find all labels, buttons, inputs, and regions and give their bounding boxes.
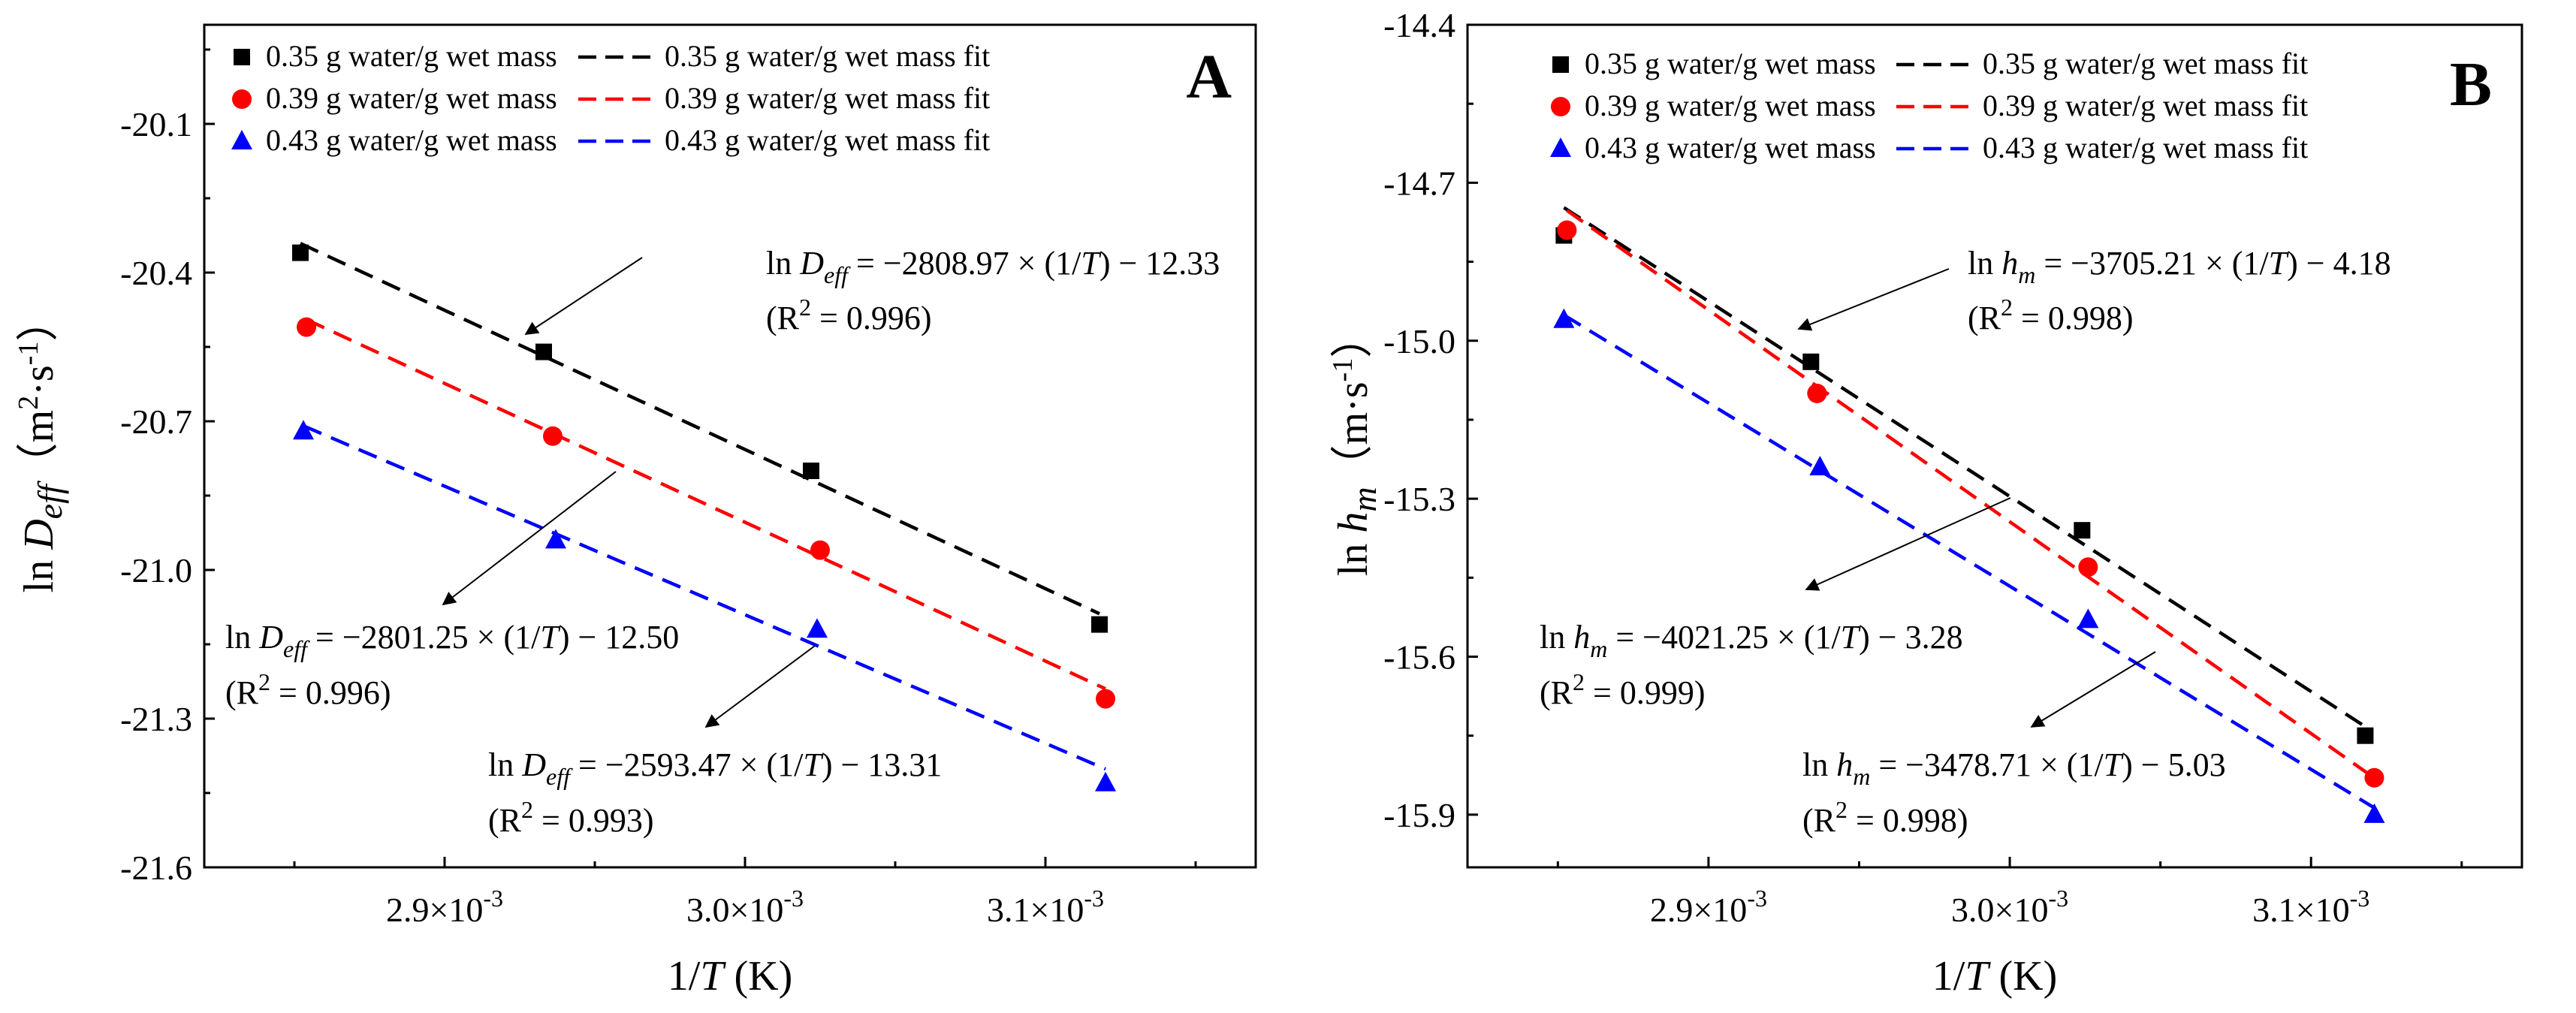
- equation-label-1: ln hm = −4021.25 × (1/T) − 3.28: [1540, 619, 1963, 662]
- y-tick-label: -15.3: [1383, 480, 1455, 518]
- legend-marker-2: [1550, 137, 1571, 157]
- y-tick-label: -14.7: [1383, 164, 1455, 202]
- legend-fit-label-0: 0.35 g water/g wet mass fit: [665, 39, 990, 73]
- plot-frame: [1466, 23, 2523, 869]
- equation-label-2: ln hm = −3478.71 × (1/T) − 5.03: [1802, 746, 2226, 790]
- fit-line-1: [1566, 209, 2375, 779]
- legend-label-1: 0.39 g water/g wet mass: [266, 81, 557, 115]
- y-tick-label: -21.6: [120, 849, 192, 887]
- r-squared-label-0: (R2 = 0.996): [766, 294, 931, 336]
- r-squared-label-1: (R2 = 0.996): [225, 668, 391, 711]
- data-point-series-2-1: [545, 529, 566, 549]
- data-point-series-0-2: [2074, 522, 2091, 539]
- x-tick-label: 3.1×10-3: [987, 885, 1104, 929]
- legend-label-2: 0.43 g water/g wet mass: [1585, 131, 1876, 164]
- legend-marker-2: [231, 130, 252, 149]
- y-tick-label: -20.4: [120, 254, 192, 292]
- legend-marker-1: [232, 89, 252, 109]
- data-point-series-2-3: [2363, 803, 2385, 823]
- panel-letter: B: [2450, 50, 2492, 119]
- data-point-series-1-1: [543, 426, 563, 446]
- data-point-series-1-3: [1096, 689, 1115, 709]
- legend-fit-label-1: 0.39 g water/g wet mass fit: [1983, 89, 2308, 122]
- annotation-arrow-1: [442, 471, 617, 606]
- equation-label-0: ln Deff = −2808.97 × (1/T) − 12.33: [766, 245, 1220, 288]
- legend-fit-label-1: 0.39 g water/g wet mass fit: [665, 81, 990, 115]
- fit-line-2: [1563, 313, 2375, 809]
- annotation-arrow-2: [704, 645, 816, 728]
- x-tick-label: 3.0×10-3: [686, 885, 804, 929]
- y-tick-label: -14.4: [1383, 6, 1455, 44]
- data-point-series-0-3: [1091, 616, 1108, 633]
- legend-label-2: 0.43 g water/g wet mass: [266, 123, 557, 157]
- chart-panel-B: 2.9×10-3 3.0×10-3 3.1×10-3 -15.9 -15.6 -15.3 -…: [1327, 6, 2523, 999]
- data-point-series-1-0: [297, 317, 316, 337]
- equation-label-1: ln Deff = −2801.25 × (1/T) − 12.50: [225, 619, 679, 662]
- x-tick-label: 3.1×10-3: [2252, 885, 2369, 929]
- y-axis-label: ln Deff（m2·s-1）: [13, 300, 69, 593]
- y-tick-label: -20.1: [120, 105, 192, 143]
- data-point-series-1-1: [1807, 383, 1827, 403]
- data-point-series-0-3: [2357, 727, 2374, 744]
- r-squared-label-0: (R2 = 0.998): [1968, 294, 2133, 336]
- y-tick-label: -21.0: [120, 551, 192, 589]
- y-tick-label: -21.3: [120, 700, 192, 738]
- data-point-series-2-3: [1095, 771, 1116, 791]
- chart-panel-A: 2.9×10-3 3.0×10-3 3.1×10-3 -21.6 -21.3 -21.0 -…: [13, 23, 1257, 999]
- equation-label-2: ln Deff = −2593.47 × (1/T) − 13.31: [488, 746, 942, 790]
- y-tick-label: -15.0: [1383, 322, 1455, 360]
- legend-marker-1: [1551, 97, 1570, 116]
- data-point-series-1-2: [2078, 557, 2098, 577]
- data-point-series-2-0: [1553, 308, 1575, 328]
- fit-line-0: [300, 242, 1100, 616]
- data-point-series-0-0: [292, 244, 309, 261]
- y-tick-label: -15.9: [1383, 796, 1455, 834]
- x-tick-label: 2.9×10-3: [386, 885, 503, 929]
- y-tick-label: -15.6: [1383, 638, 1455, 677]
- annotation-arrow-1: [1805, 497, 2011, 591]
- fit-line-2: [303, 424, 1106, 771]
- x-axis-label: 1/T (K): [1932, 953, 2057, 999]
- data-point-series-2-1: [1809, 456, 1831, 476]
- r-squared-label-1: (R2 = 0.999): [1540, 668, 1705, 711]
- data-point-series-0-2: [803, 463, 819, 479]
- data-point-series-2-2: [2077, 608, 2099, 629]
- r-squared-label-2: (R2 = 0.998): [1802, 796, 1968, 839]
- legend-fit-label-2: 0.43 g water/g wet mass fit: [1983, 131, 2308, 164]
- panel-letter: A: [1186, 42, 1232, 112]
- legend-label-0: 0.35 g water/g wet mass: [1585, 47, 1876, 80]
- data-point-series-2-2: [807, 618, 828, 638]
- data-point-series-0-1: [1802, 353, 1820, 370]
- legend-label-1: 0.39 g water/g wet mass: [1585, 89, 1876, 122]
- data-point-series-1-0: [1557, 220, 1577, 240]
- equation-label-0: ln hm = −3705.21 × (1/T) − 4.18: [1968, 245, 2391, 288]
- data-point-series-0-1: [535, 343, 552, 360]
- y-tick-label: -20.7: [120, 402, 192, 441]
- x-tick-label: 3.0×10-3: [1951, 885, 2068, 929]
- annotation-arrow-2: [2030, 651, 2156, 728]
- legend-fit-label-2: 0.43 g water/g wet mass fit: [665, 123, 990, 157]
- plot-frame: [203, 23, 1257, 869]
- legend-marker-0: [1552, 56, 1569, 73]
- fit-line-0: [1563, 206, 2366, 728]
- x-axis-label: 1/T (K): [668, 953, 792, 999]
- legend-marker-0: [234, 49, 250, 65]
- data-point-series-1-3: [2364, 767, 2384, 788]
- annotation-arrow-0: [1797, 268, 1950, 331]
- legend-label-0: 0.35 g water/g wet mass: [266, 39, 557, 73]
- annotation-arrow-0: [524, 257, 643, 335]
- y-axis-label: ln hm（m·s-1）: [1327, 316, 1383, 576]
- r-squared-label-2: (R2 = 0.993): [488, 796, 653, 839]
- x-tick-label: 2.9×10-3: [1650, 885, 1767, 929]
- legend-fit-label-0: 0.35 g water/g wet mass fit: [1983, 47, 2308, 80]
- data-point-series-1-2: [810, 540, 830, 560]
- data-point-series-2-0: [293, 420, 314, 440]
- fit-line-1: [306, 318, 1106, 691]
